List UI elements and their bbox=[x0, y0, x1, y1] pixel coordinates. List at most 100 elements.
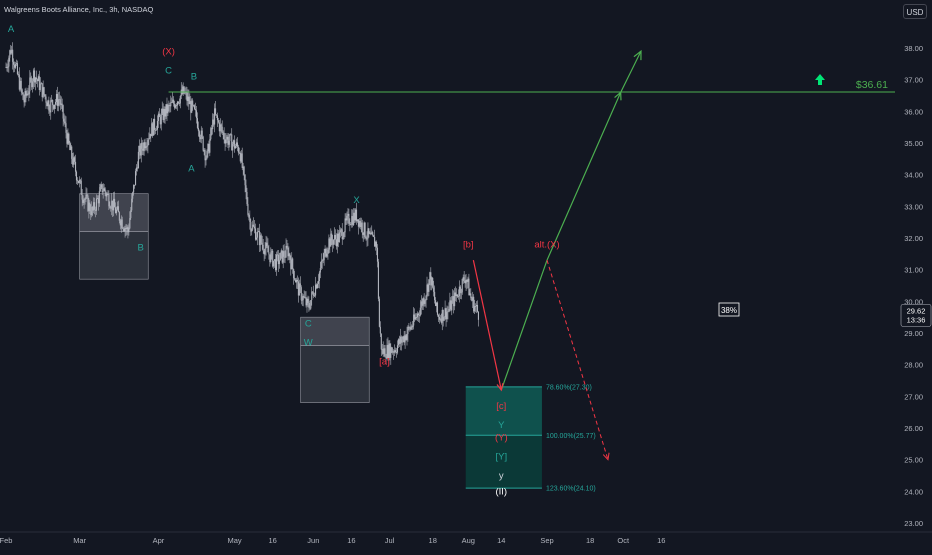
candle-body bbox=[179, 95, 181, 104]
candle-body bbox=[52, 99, 54, 106]
candle-body bbox=[93, 202, 95, 211]
candle-body bbox=[415, 317, 418, 318]
candle-body bbox=[300, 287, 302, 301]
candle-body bbox=[79, 179, 81, 181]
candle-body bbox=[131, 198, 133, 211]
candle-body bbox=[386, 345, 388, 359]
candle-body bbox=[164, 109, 166, 117]
candle-body bbox=[318, 272, 320, 281]
candle-body bbox=[328, 238, 330, 250]
candle-body bbox=[115, 209, 118, 214]
candle-body bbox=[117, 206, 119, 213]
candle-body bbox=[460, 292, 462, 294]
candle-body bbox=[404, 335, 406, 343]
candle-body bbox=[395, 351, 398, 353]
wave-label: W bbox=[304, 338, 313, 349]
candle-body bbox=[169, 105, 171, 107]
candle-body bbox=[399, 336, 401, 344]
candle-body bbox=[155, 129, 158, 131]
candle-body bbox=[293, 269, 295, 279]
candle-body bbox=[66, 132, 68, 144]
candle-body bbox=[174, 105, 177, 108]
candle-body bbox=[14, 64, 17, 68]
candle-body bbox=[474, 306, 476, 312]
probability-box bbox=[718, 302, 740, 317]
candle-body bbox=[461, 278, 463, 293]
x-tick-label: 18 bbox=[586, 536, 594, 545]
currency-button[interactable]: USD bbox=[903, 4, 927, 19]
candle-body bbox=[407, 326, 409, 334]
candle-body bbox=[77, 180, 79, 184]
candle-body bbox=[123, 228, 125, 232]
candle-body bbox=[385, 357, 387, 359]
candle-body bbox=[296, 279, 299, 282]
candle-body bbox=[218, 122, 220, 132]
candle-body bbox=[194, 109, 197, 111]
candle-body bbox=[417, 313, 419, 316]
candle-body bbox=[72, 158, 74, 165]
candle-body bbox=[335, 239, 338, 247]
candle-body bbox=[210, 128, 212, 140]
candle-body bbox=[429, 272, 431, 280]
candle-body bbox=[182, 86, 184, 95]
candle-body bbox=[237, 146, 239, 153]
candle-body bbox=[362, 232, 364, 235]
candle-body bbox=[319, 268, 321, 273]
candle-body bbox=[24, 91, 26, 103]
candle-body bbox=[86, 194, 88, 196]
candle-body bbox=[238, 152, 240, 154]
candle-body bbox=[197, 127, 199, 132]
candle-body bbox=[44, 94, 46, 97]
candle-body bbox=[323, 253, 325, 261]
candle-body bbox=[230, 134, 232, 136]
candle-body bbox=[183, 86, 185, 94]
candle-body bbox=[65, 123, 67, 133]
candle-body bbox=[299, 283, 301, 288]
candle-body bbox=[87, 195, 89, 211]
candle-body bbox=[78, 179, 80, 184]
candle-body bbox=[425, 295, 427, 301]
candle-body bbox=[270, 252, 272, 262]
candle-body bbox=[368, 228, 370, 234]
x-tick-label: Apr bbox=[153, 536, 165, 545]
candle-body bbox=[80, 180, 82, 195]
candle-body bbox=[5, 67, 7, 68]
candle-body bbox=[113, 198, 115, 211]
candle-body bbox=[256, 231, 259, 238]
candle-body bbox=[390, 347, 392, 358]
candle-body bbox=[382, 348, 384, 354]
y-tick-label: 24.00 bbox=[904, 487, 923, 496]
candle-body bbox=[56, 94, 58, 106]
candle-body bbox=[268, 252, 270, 255]
candle-body bbox=[28, 91, 30, 95]
candle-body bbox=[39, 83, 41, 91]
candle-body bbox=[424, 300, 426, 304]
candle-body bbox=[360, 222, 362, 227]
x-tick-label: Feb bbox=[0, 536, 12, 545]
x-tick-label: Jun bbox=[307, 536, 319, 545]
y-tick-label: 38.00 bbox=[904, 44, 923, 53]
candle-body bbox=[85, 194, 87, 200]
candle-body bbox=[336, 233, 339, 247]
candle-body bbox=[289, 253, 291, 260]
candle-body bbox=[73, 157, 75, 165]
candle-body bbox=[369, 232, 371, 234]
candle-body bbox=[456, 294, 459, 297]
candle-body bbox=[463, 277, 465, 281]
candle-body bbox=[274, 259, 276, 261]
candle-body bbox=[118, 212, 120, 221]
candle-body bbox=[74, 161, 77, 172]
candle-body bbox=[59, 99, 61, 105]
candle-body bbox=[130, 210, 132, 219]
candle-body bbox=[166, 104, 168, 114]
candle-body bbox=[445, 308, 447, 320]
wave-label: A bbox=[188, 164, 195, 175]
candle-body bbox=[46, 102, 48, 107]
candle-body bbox=[247, 204, 249, 215]
candle-body bbox=[75, 171, 78, 181]
wave-label: C bbox=[305, 319, 312, 330]
wave-label: alt.(X) bbox=[534, 240, 559, 251]
candle-body bbox=[82, 199, 84, 203]
